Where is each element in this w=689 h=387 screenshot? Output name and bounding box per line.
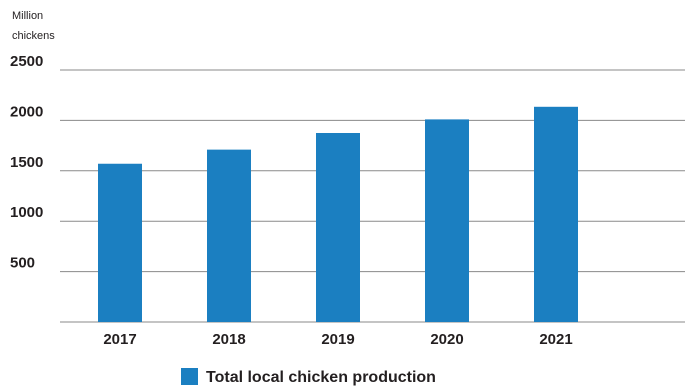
gridlines xyxy=(60,69,685,323)
y-tick-label: 1000 xyxy=(10,204,43,221)
y-tick-label: 2500 xyxy=(10,53,43,70)
y-tick-label: 500 xyxy=(10,255,35,272)
y-tick-label: 1500 xyxy=(10,154,43,171)
legend-swatch xyxy=(181,368,198,385)
bar-2021 xyxy=(534,106,578,323)
x-tick-label-2021: 2021 xyxy=(539,331,572,348)
y-axis-unit-line-1: Million xyxy=(12,10,43,22)
x-tick-label-2019: 2019 xyxy=(321,331,354,348)
x-tick-label-2020: 2020 xyxy=(430,331,463,348)
y-axis-unit-label: Million chickens xyxy=(12,10,55,42)
bar-2020 xyxy=(425,119,469,322)
bar-2018 xyxy=(207,149,251,322)
legend: Total local chicken production xyxy=(181,368,436,386)
bar-2017 xyxy=(98,163,142,322)
y-tick-label: 2000 xyxy=(10,103,43,120)
bar-2019 xyxy=(316,133,360,322)
bars xyxy=(98,106,578,323)
x-tick-label-2017: 2017 xyxy=(103,331,136,348)
x-tick-label-2018: 2018 xyxy=(212,331,245,348)
y-axis-unit-line-2: chickens xyxy=(12,30,55,42)
legend-label: Total local chicken production xyxy=(206,369,436,386)
x-axis-ticks: 2017 2018 2019 2020 2021 xyxy=(103,331,572,348)
y-axis-ticks: 2500 2000 1500 1000 500 xyxy=(10,53,43,272)
